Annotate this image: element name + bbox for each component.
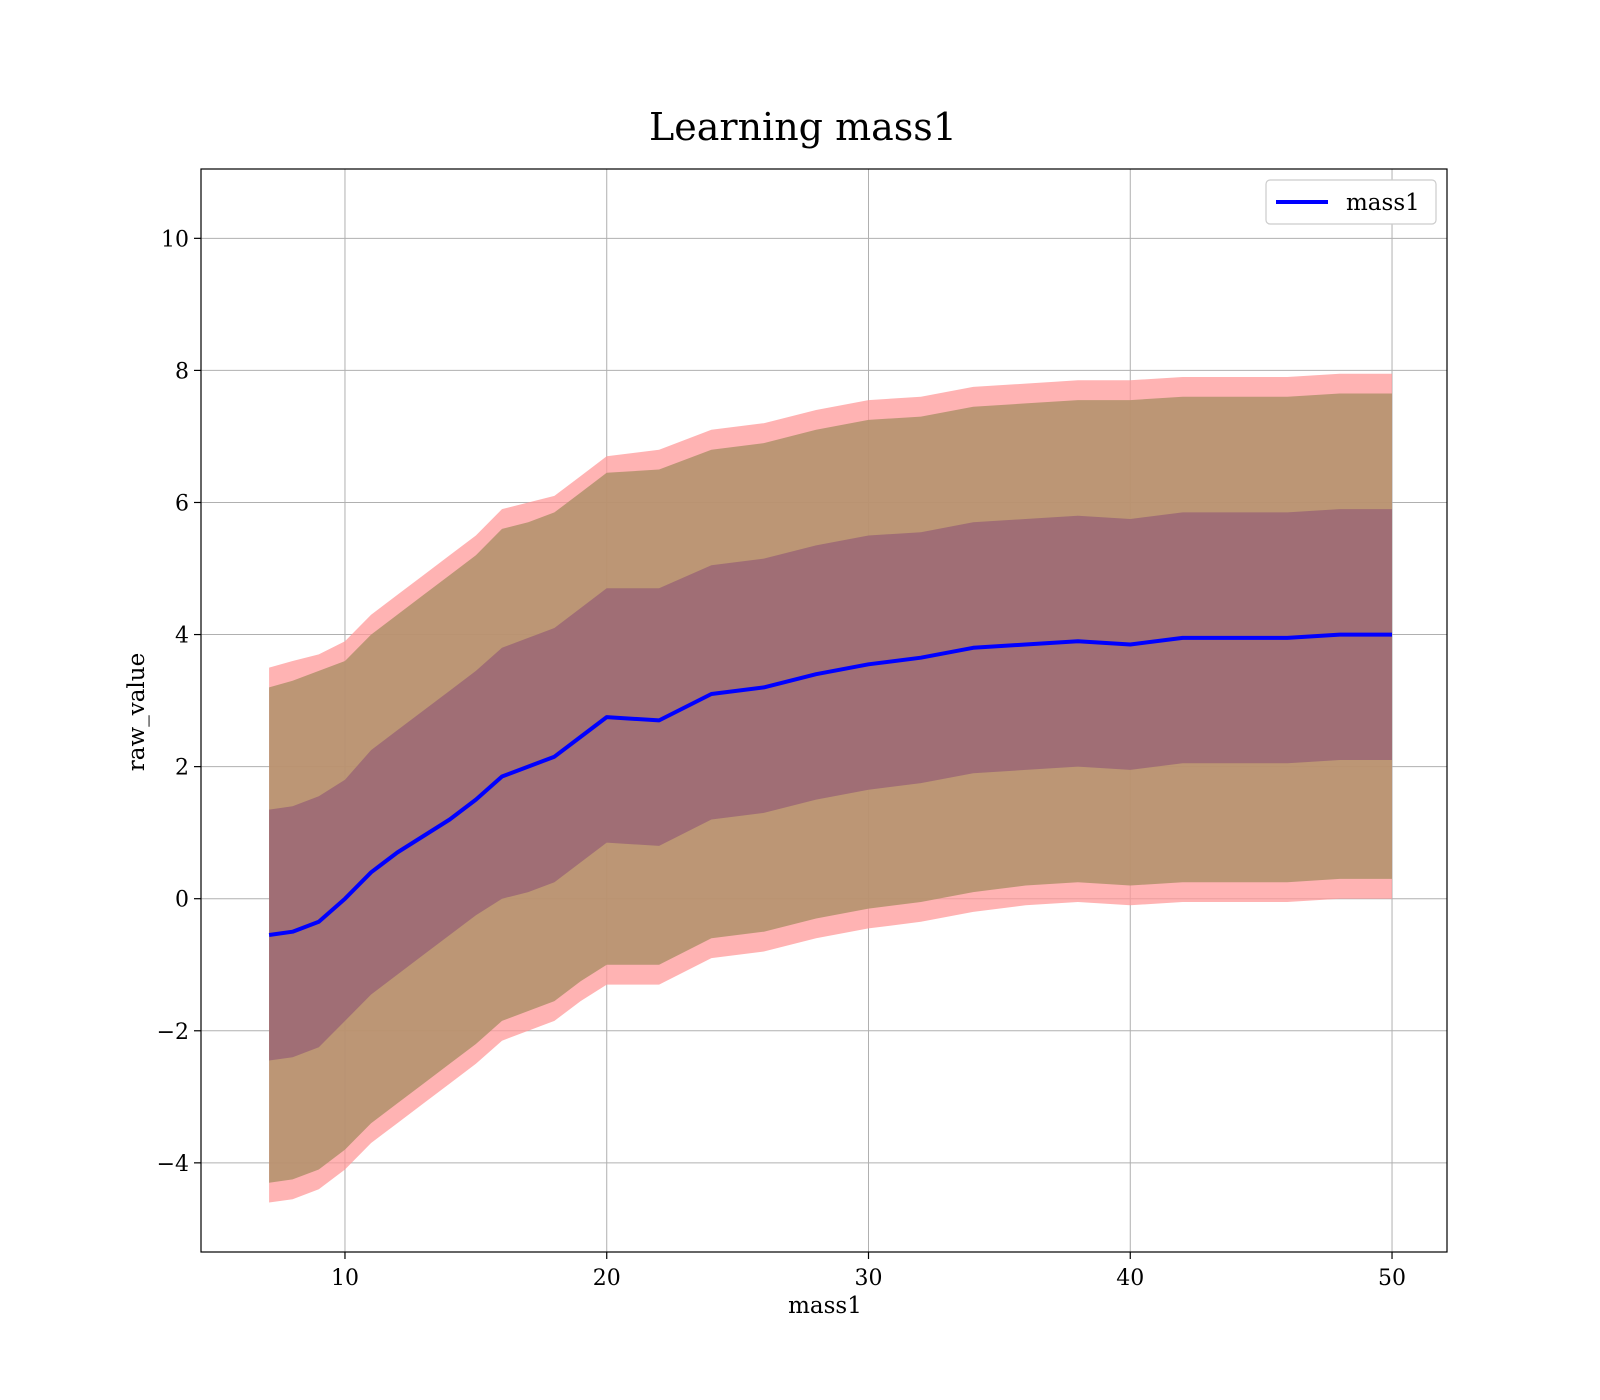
x-tick-label-4: 50 — [1378, 1266, 1406, 1291]
x-tick-label-0: 10 — [331, 1266, 359, 1291]
y-tick-label-7: 10 — [161, 227, 189, 252]
y-tick-label-3: 2 — [175, 756, 189, 781]
x-tick-label-1: 20 — [593, 1266, 621, 1291]
y-tick-label-2: 0 — [175, 888, 189, 913]
legend-box — [1265, 179, 1437, 225]
y-tick-label-6: 8 — [175, 359, 189, 384]
y-axis-label: raw_value — [124, 653, 150, 771]
plot-area-frame — [200, 168, 1448, 1253]
legend-entry-mass1: mass1 — [1346, 190, 1420, 216]
mean-line-layer — [268, 632, 1392, 937]
x-axis-label: mass1 — [788, 1293, 862, 1319]
x-tick-label-3: 40 — [1116, 1266, 1144, 1291]
confidence-bands — [269, 373, 1393, 1203]
y-axis-ticks: −4 −2 0 2 4 6 8 10 — [157, 227, 201, 1177]
y-tick-label-5: 6 — [175, 491, 189, 516]
series-line-0 — [268, 632, 1392, 937]
band-inner — [269, 509, 1393, 1061]
legend: mass1 — [1265, 179, 1437, 225]
x-tick-label-2: 30 — [855, 1266, 883, 1291]
x-axis-ticks: 10 20 30 40 50 — [331, 1252, 1406, 1291]
y-tick-label-0: −4 — [157, 1152, 189, 1177]
y-tick-label-1: −2 — [157, 1020, 189, 1045]
chart-title: Learning mass1 — [649, 105, 957, 149]
y-tick-label-4: 4 — [175, 624, 189, 649]
